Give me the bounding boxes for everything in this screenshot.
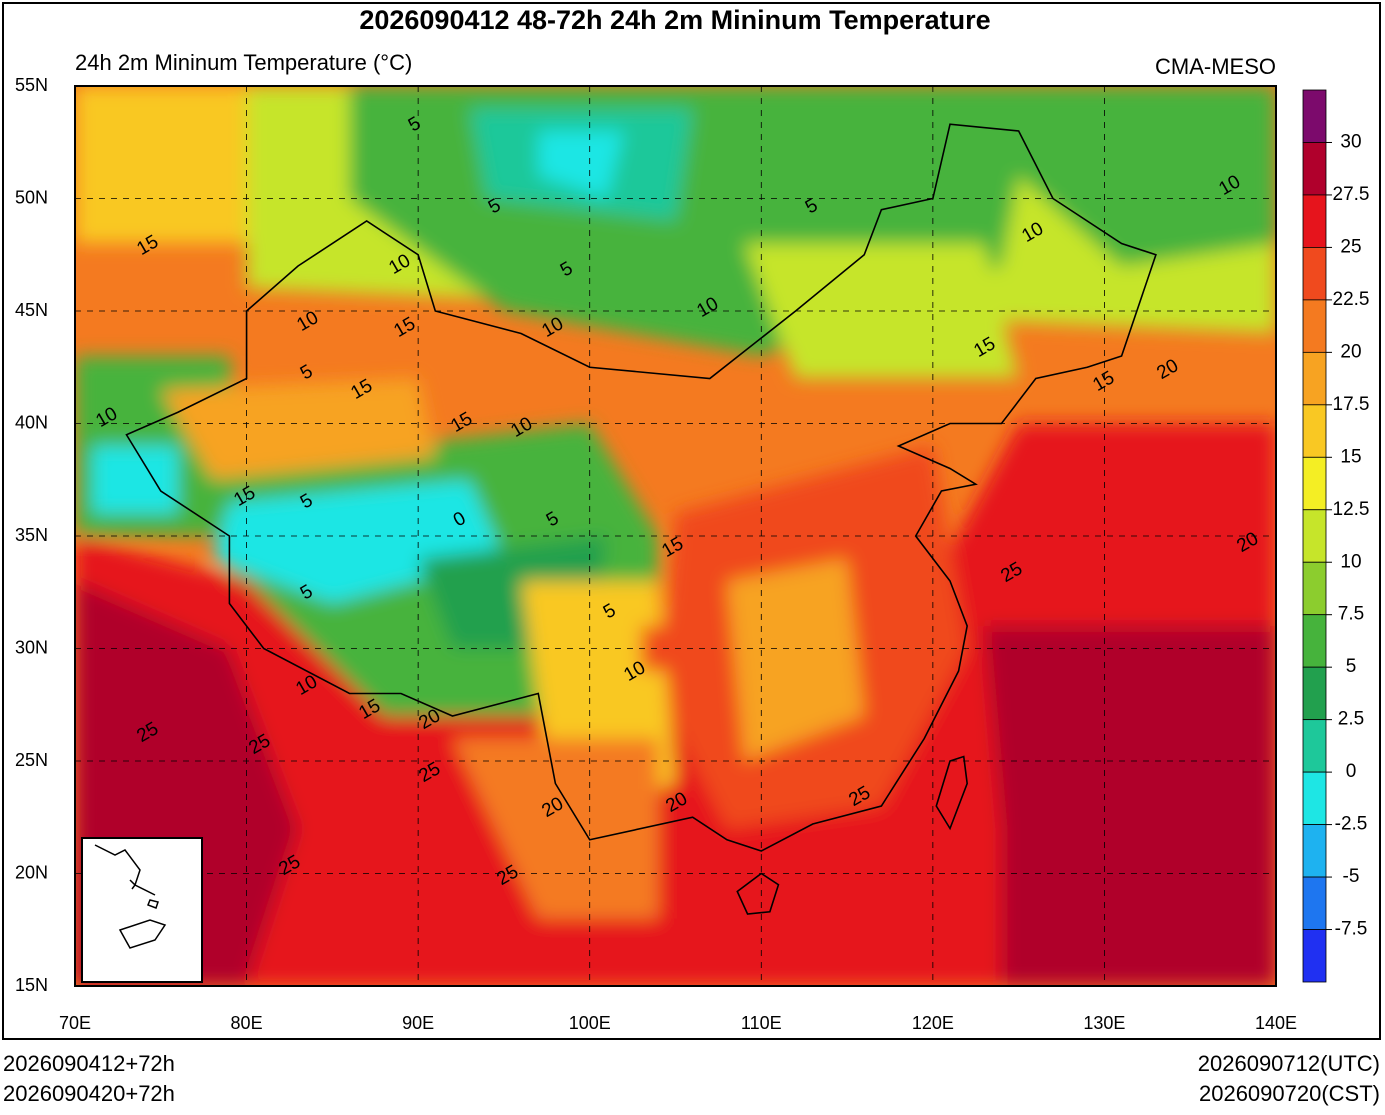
colorbar-box <box>1302 614 1327 668</box>
lat-tick-label: 15N <box>15 975 48 995</box>
colorbar-box <box>1302 299 1327 353</box>
colorbar-label: 7.5 <box>1338 604 1364 625</box>
field-region <box>92 446 178 514</box>
colorbar-box <box>1302 142 1327 196</box>
colorbar-box <box>1302 456 1327 511</box>
footer-init-utc: 2026090412+72h <box>3 1051 175 1076</box>
colorbar-label: 20 <box>1340 341 1361 362</box>
colorbar-label: -2.5 <box>1335 814 1368 835</box>
colorbar-label: 22.5 <box>1333 289 1370 310</box>
colorbar-label: 17.5 <box>1333 394 1370 415</box>
temperature-field <box>75 86 1276 986</box>
footer-valid-cst: 2026090720(CST) <box>1199 1081 1380 1106</box>
colorbar: 30 27.5 25 22.5 20 17.5 15 12.5 10 7.5 5 2.5 0 -2.5 -5… <box>1302 89 1370 983</box>
lat-tick-label: 40N <box>15 412 48 432</box>
colorbar-box <box>1302 351 1327 406</box>
lon-tick-label: 120E <box>912 1013 954 1033</box>
lat-tick-label: 25N <box>15 750 48 770</box>
colorbar-box <box>1302 876 1327 930</box>
colorbar-box <box>1302 771 1327 825</box>
inset-map <box>81 837 203 983</box>
footer-init-cst: 2026090420+72h <box>3 1081 175 1106</box>
source: CMA-MESO <box>1155 54 1276 79</box>
colorbar-label: 10 <box>1340 551 1361 572</box>
colorbar-label: -5 <box>1343 866 1360 887</box>
colorbar-label: 5 <box>1346 656 1357 677</box>
lon-tick-label: 70E <box>59 1013 91 1033</box>
colorbar-label: 0 <box>1346 761 1357 782</box>
lon-tick-label: 90E <box>402 1013 434 1033</box>
subtitle: 24h 2m Mininum Temperature (°C) <box>75 50 412 75</box>
colorbar-box <box>1302 247 1327 301</box>
field-region <box>984 626 1276 986</box>
colorbar-box <box>1302 194 1327 248</box>
colorbar-box <box>1302 719 1327 773</box>
hainan <box>736 872 780 915</box>
title: 2026090412 48-72h 24h 2m Mininum Tempera… <box>359 5 990 35</box>
axis-labels: 55N 50N 45N 40N 35N 30N 25N 20N 15N 70E 80E 90E 100E… <box>15 75 1297 1033</box>
lon-tick-label: 80E <box>231 1013 263 1033</box>
colorbar-label: 12.5 <box>1333 499 1370 520</box>
field-region <box>915 86 1276 266</box>
field-region <box>538 131 625 199</box>
lon-tick-label: 100E <box>569 1013 611 1033</box>
colorbar-label: 27.5 <box>1333 184 1370 205</box>
colorbar-box <box>1302 929 1327 983</box>
colorbar-box <box>1302 666 1327 721</box>
footer-valid-utc: 2026090712(UTC) <box>1198 1051 1380 1076</box>
field-blobs <box>75 86 1276 986</box>
colorbar-box <box>1302 404 1327 458</box>
lat-tick-label: 35N <box>15 525 48 545</box>
colorbar-label: 25 <box>1340 236 1361 257</box>
colorbar-box <box>1302 89 1327 143</box>
map-border <box>74 85 1277 987</box>
lat-tick-label: 45N <box>15 300 48 320</box>
country-border <box>125 123 1157 852</box>
colorbar-box <box>1302 561 1327 616</box>
colorbar-label: 2.5 <box>1338 709 1364 730</box>
colorbar-label: 15 <box>1340 446 1361 467</box>
lon-tick-label: 140E <box>1255 1013 1297 1033</box>
lat-tick-label: 50N <box>15 187 48 207</box>
lat-tick-label: 30N <box>15 637 48 657</box>
inset-outline <box>94 844 167 949</box>
taiwan <box>935 755 968 831</box>
field-region <box>160 378 436 480</box>
colorbar-box <box>1302 509 1327 563</box>
lon-tick-label: 130E <box>1083 1013 1125 1033</box>
lat-tick-label: 20N <box>15 862 48 882</box>
colorbar-box <box>1302 824 1327 878</box>
lon-tick-label: 110E <box>741 1013 782 1033</box>
colorbar-label: 30 <box>1340 131 1361 152</box>
colorbar-label: -7.5 <box>1335 919 1368 940</box>
lat-tick-label: 55N <box>15 75 48 95</box>
